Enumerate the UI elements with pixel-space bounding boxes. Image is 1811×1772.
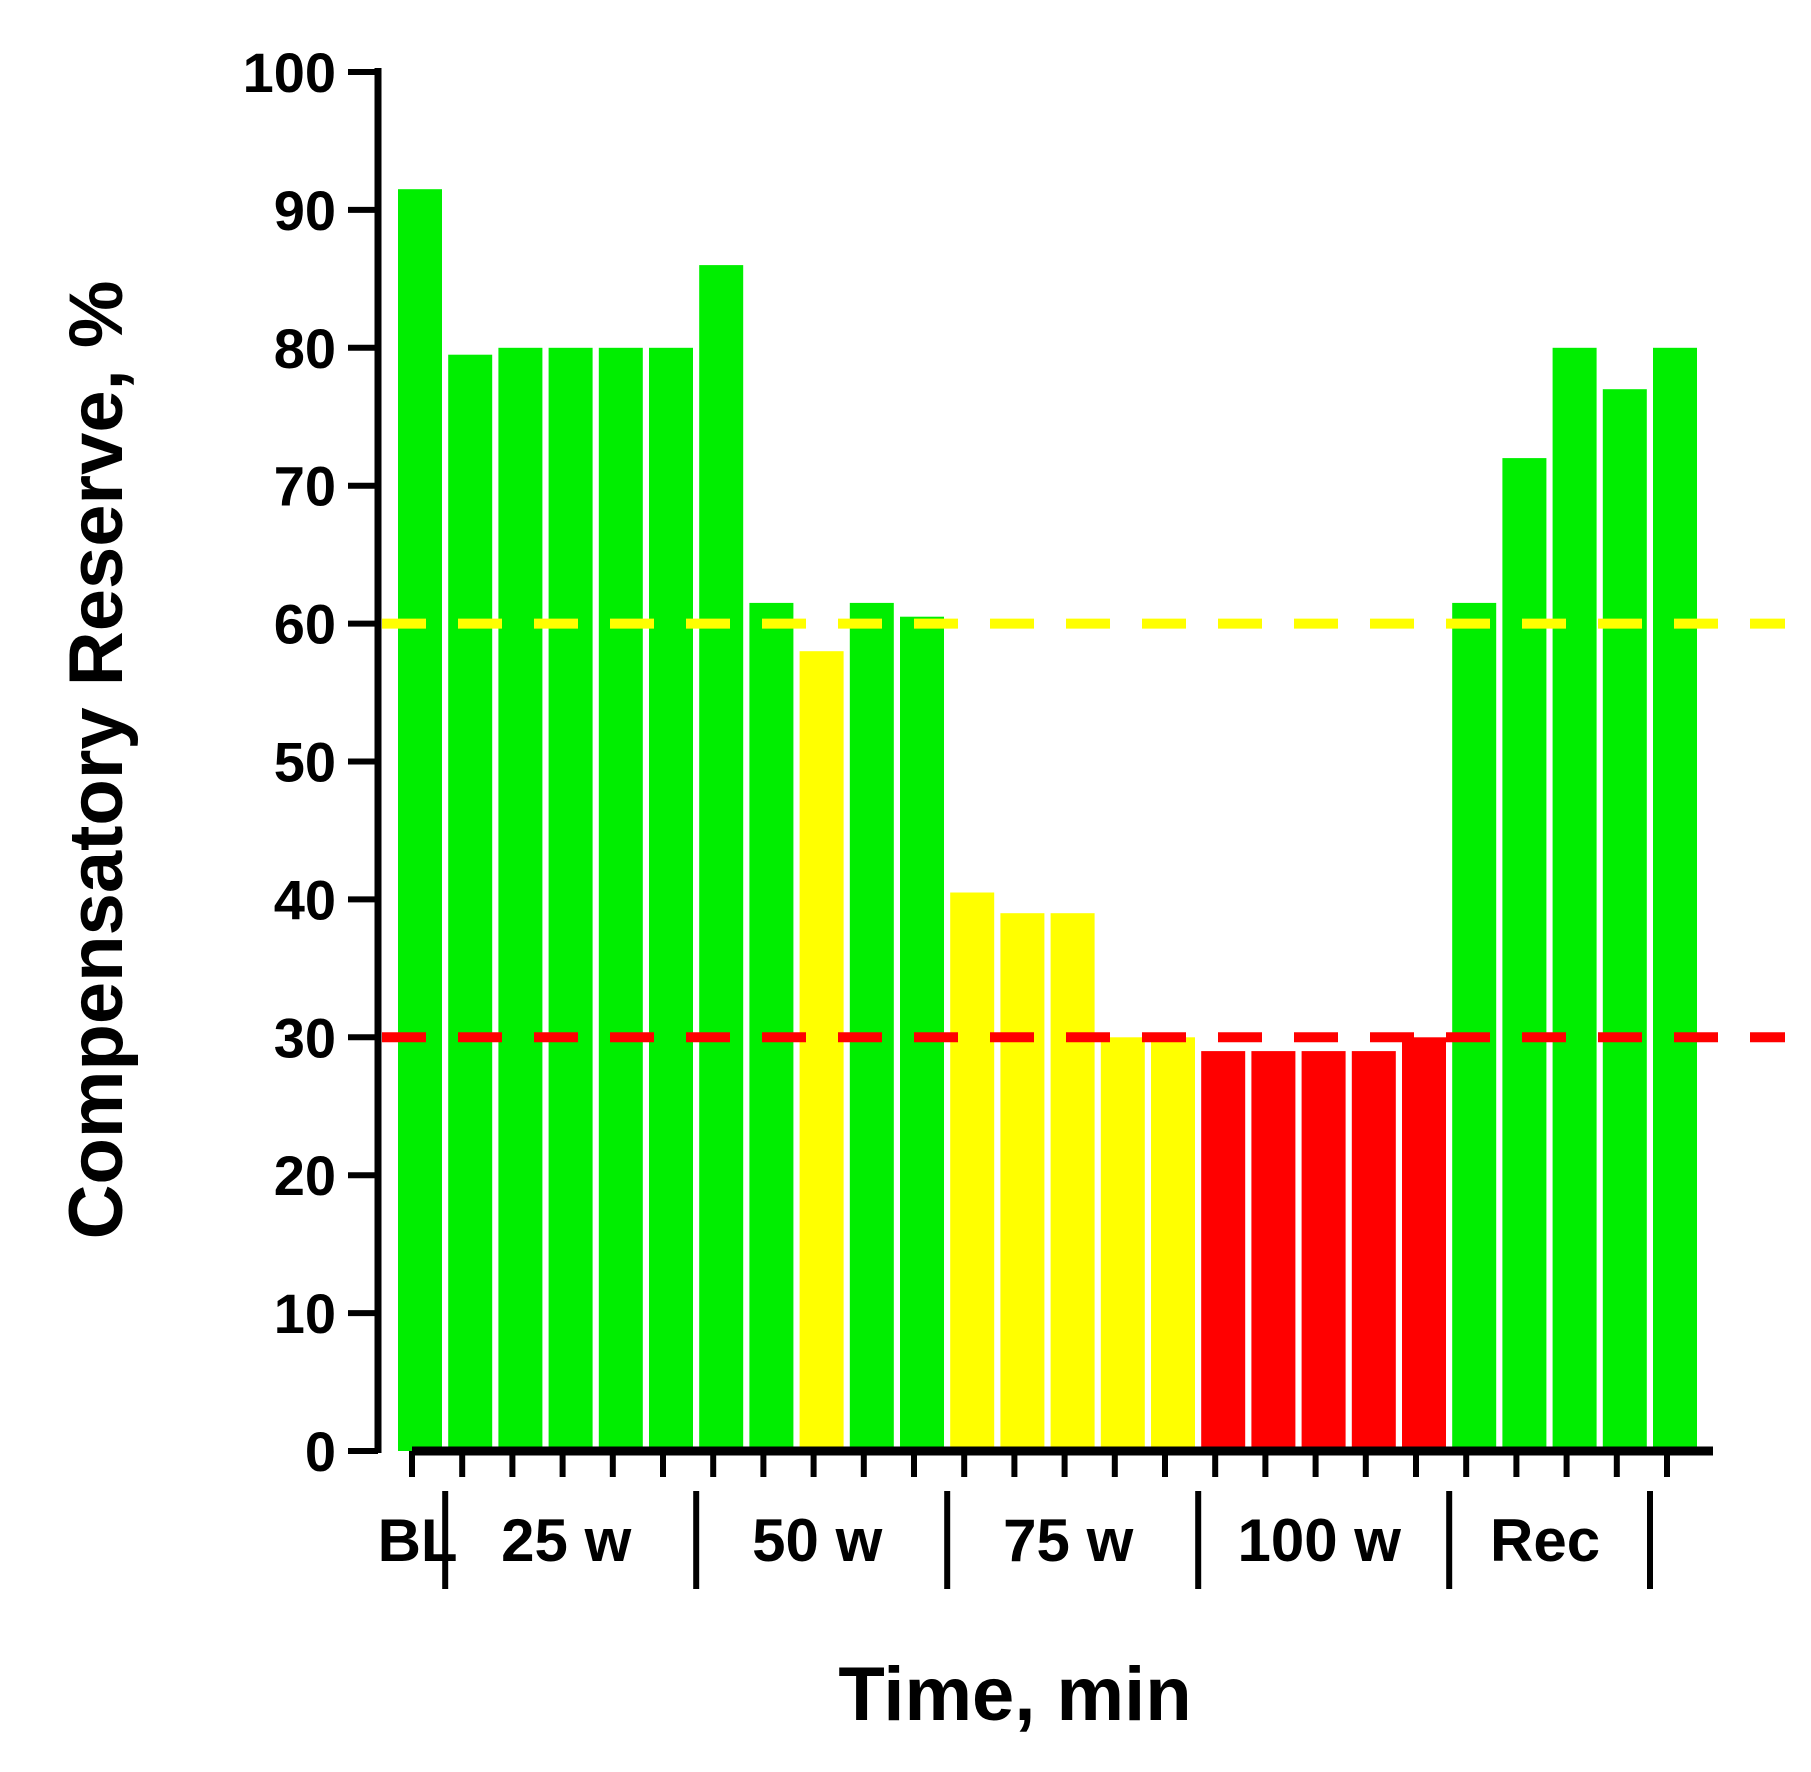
y-tick-label-90: 90 [274,179,336,242]
bar-22 [1452,602,1497,1451]
y-tick-label-50: 50 [274,731,336,794]
y-axis-title: Compensatory Reserve, % [54,281,139,1240]
group-label-3: 50 w [752,1507,882,1574]
y-tick-label-0: 0 [305,1420,336,1483]
bar-2 [448,354,493,1452]
bar-3 [498,347,543,1451]
bar-10 [849,602,894,1451]
y-tick-label-80: 80 [274,317,336,380]
bar-8 [749,602,794,1451]
bar-14 [1050,913,1095,1451]
y-tick-label-100: 100 [243,41,336,104]
bar-20 [1351,1051,1396,1451]
bar-26 [1653,347,1697,1451]
group-label-6: Rec [1490,1507,1600,1574]
y-tick-label-40: 40 [274,868,336,931]
bar-21 [1402,1037,1446,1451]
bar-25 [1602,389,1647,1452]
bar-24 [1552,347,1597,1451]
bar-9 [799,651,844,1451]
x-group-labels: BL 25 w 50 w 75 w 100 w Rec [378,1491,1653,1589]
y-tick-label-30: 30 [274,1006,336,1069]
bar-17 [1201,1051,1246,1451]
bar-4 [548,347,593,1451]
bar-7 [699,265,744,1452]
bar-13 [1000,913,1045,1451]
bar-6 [649,347,693,1451]
group-label-5: 100 w [1237,1507,1401,1574]
bar-19 [1301,1051,1346,1451]
y-tick-label-60: 60 [274,593,336,656]
x-axis-title: Time, min [838,1652,1191,1737]
bar-23 [1502,458,1547,1452]
y-tick-label-20: 20 [274,1144,336,1207]
bar-16 [1151,1037,1195,1451]
group-label-4: 75 w [1003,1507,1133,1574]
bar-5 [598,347,643,1451]
bar-15 [1100,1037,1145,1451]
y-tick-label-10: 10 [274,1282,336,1345]
threshold-lines [382,618,1785,1043]
bar-18 [1251,1051,1296,1451]
bar-1 [398,189,442,1452]
bar-series [398,189,1697,1452]
group-label-1: BL [378,1507,458,1574]
bar-12 [950,892,995,1451]
y-tick-label-70: 70 [274,455,336,518]
group-label-2: 25 w [501,1507,631,1574]
y-tick-labels: 0 10 20 30 40 50 60 70 80 90 100 [243,41,378,1483]
x-tick-marks [409,1451,1670,1477]
